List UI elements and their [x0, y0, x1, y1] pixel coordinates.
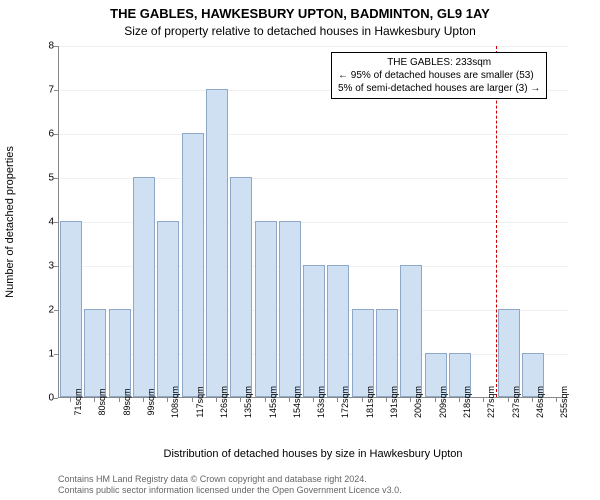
y-tick-mark — [54, 90, 58, 91]
histogram-bar — [109, 309, 131, 397]
x-axis-label: Distribution of detached houses by size … — [58, 448, 568, 460]
histogram-bar — [84, 309, 106, 397]
annotation-line-3: 5% of semi-detached houses are larger (3… — [338, 82, 540, 95]
y-tick-label: 1 — [34, 349, 54, 360]
y-tick-label: 0 — [34, 393, 54, 404]
histogram-bar — [498, 309, 520, 397]
x-tick-mark — [240, 398, 241, 402]
x-tick-label: 246sqm — [535, 386, 545, 418]
x-tick-mark — [483, 398, 484, 402]
x-tick-label: 181sqm — [365, 386, 375, 418]
histogram-bar — [206, 89, 228, 397]
y-axis-label: Number of detached properties — [2, 46, 18, 398]
annotation-box: THE GABLES: 233sqm← 95% of detached hous… — [331, 52, 547, 99]
x-tick-mark — [192, 398, 193, 402]
x-tick-mark — [410, 398, 411, 402]
footer-attribution: Contains HM Land Registry data © Crown c… — [58, 474, 402, 497]
histogram-bar — [255, 221, 277, 397]
x-tick-label: 227sqm — [486, 386, 496, 418]
x-tick-label: 237sqm — [511, 386, 521, 418]
histogram-bar — [376, 309, 398, 397]
x-tick-mark — [313, 398, 314, 402]
y-tick-mark — [54, 354, 58, 355]
y-tick-label: 7 — [34, 85, 54, 96]
footer-line-2: Contains public sector information licen… — [58, 485, 402, 496]
x-tick-mark — [508, 398, 509, 402]
x-tick-label: 99sqm — [146, 388, 156, 415]
y-tick-mark — [54, 46, 58, 47]
histogram-bar — [157, 221, 179, 397]
x-tick-label: 71sqm — [73, 388, 83, 415]
y-tick-mark — [54, 398, 58, 399]
y-tick-label: 4 — [34, 217, 54, 228]
x-tick-label: 191sqm — [389, 386, 399, 418]
histogram-bar — [60, 221, 82, 397]
y-tick-mark — [54, 222, 58, 223]
x-tick-label: 135sqm — [243, 386, 253, 418]
x-tick-label: 154sqm — [292, 386, 302, 418]
x-tick-label: 209sqm — [438, 386, 448, 418]
x-tick-mark — [532, 398, 533, 402]
y-tick-label: 2 — [34, 305, 54, 316]
histogram-bar — [327, 265, 349, 397]
x-tick-mark — [337, 398, 338, 402]
x-tick-mark — [459, 398, 460, 402]
x-tick-mark — [94, 398, 95, 402]
annotation-line-2: ← 95% of detached houses are smaller (53… — [338, 69, 540, 82]
annotation-line-1: THE GABLES: 233sqm — [338, 56, 540, 69]
x-tick-label: 126sqm — [219, 386, 229, 418]
x-tick-label: 145sqm — [268, 386, 278, 418]
x-tick-mark — [143, 398, 144, 402]
x-tick-label: 108sqm — [170, 386, 180, 418]
gridline — [59, 46, 568, 47]
x-tick-mark — [119, 398, 120, 402]
chart-container: { "chart": { "type": "histogram", "title… — [0, 0, 600, 500]
gridline — [59, 134, 568, 135]
histogram-bar — [230, 177, 252, 397]
y-axis-label-text: Number of detached properties — [4, 146, 16, 298]
x-tick-label: 117sqm — [195, 386, 205, 417]
histogram-bar — [303, 265, 325, 397]
y-tick-label: 3 — [34, 261, 54, 272]
y-tick-label: 8 — [34, 41, 54, 52]
histogram-bar — [279, 221, 301, 397]
x-tick-mark — [216, 398, 217, 402]
x-tick-label: 163sqm — [316, 386, 326, 418]
footer-line-1: Contains HM Land Registry data © Crown c… — [58, 474, 402, 485]
chart-title: THE GABLES, HAWKESBURY UPTON, BADMINTON,… — [0, 6, 600, 21]
histogram-bar — [400, 265, 422, 397]
x-tick-mark — [265, 398, 266, 402]
chart-subtitle: Size of property relative to detached ho… — [0, 24, 600, 38]
x-tick-mark — [362, 398, 363, 402]
x-tick-mark — [556, 398, 557, 402]
x-tick-mark — [70, 398, 71, 402]
x-tick-label: 255sqm — [559, 386, 569, 418]
histogram-bar — [352, 309, 374, 397]
y-tick-mark — [54, 134, 58, 135]
y-tick-label: 5 — [34, 173, 54, 184]
y-tick-mark — [54, 310, 58, 311]
x-tick-label: 200sqm — [413, 386, 423, 418]
x-tick-mark — [167, 398, 168, 402]
plot-area: THE GABLES: 233sqm← 95% of detached hous… — [58, 46, 568, 398]
x-tick-label: 172sqm — [340, 386, 350, 418]
histogram-bar — [182, 133, 204, 397]
x-tick-label: 89sqm — [122, 388, 132, 415]
x-tick-label: 80sqm — [97, 388, 107, 415]
histogram-bar — [133, 177, 155, 397]
y-tick-label: 6 — [34, 129, 54, 140]
y-tick-mark — [54, 266, 58, 267]
x-tick-label: 218sqm — [462, 386, 472, 418]
y-tick-mark — [54, 178, 58, 179]
x-tick-mark — [289, 398, 290, 402]
x-tick-mark — [386, 398, 387, 402]
x-tick-mark — [435, 398, 436, 402]
